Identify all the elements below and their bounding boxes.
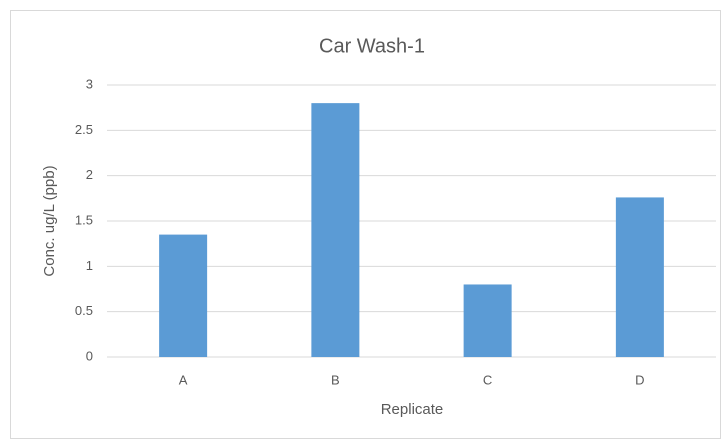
y-tick-label: 3	[86, 76, 93, 91]
chart-border	[10, 10, 721, 439]
y-tick-label: 0.5	[75, 303, 93, 318]
bar	[159, 234, 208, 357]
x-tick-label: B	[331, 372, 340, 387]
y-tick-label: 0	[86, 348, 93, 363]
y-tick-label: 2	[86, 167, 93, 182]
bar	[463, 284, 512, 357]
x-tick-label: A	[179, 372, 188, 387]
y-tick-label: 2.5	[75, 122, 93, 137]
x-axis-label: Replicate	[381, 401, 444, 418]
x-tick-label: C	[483, 372, 492, 387]
chart-title: Car Wash-1	[319, 35, 425, 57]
y-tick-label: 1	[86, 258, 93, 273]
y-axis-label: Conc. ug/L (ppb)	[41, 165, 58, 276]
bar	[615, 197, 664, 357]
bar	[311, 103, 360, 357]
x-tick-label: D	[635, 372, 644, 387]
y-tick-label: 1.5	[75, 212, 93, 227]
